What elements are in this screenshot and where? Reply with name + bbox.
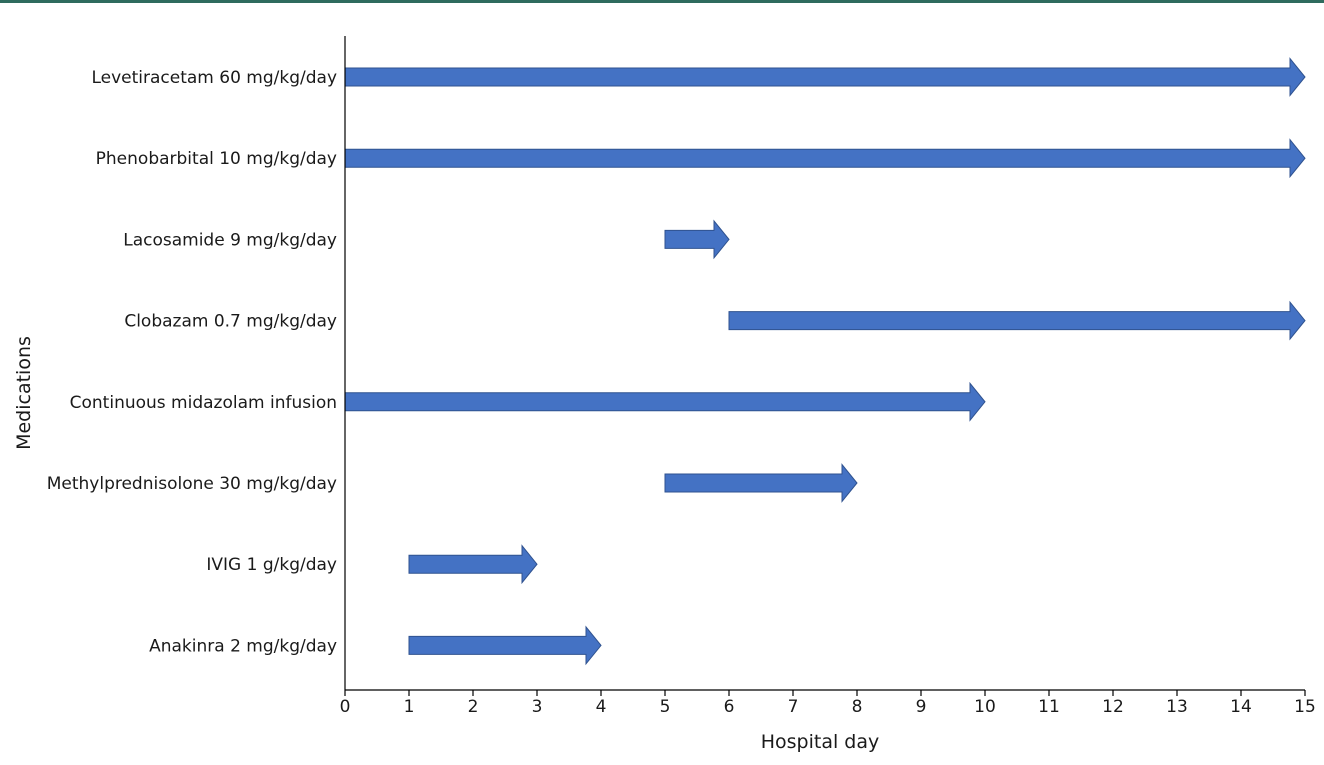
x-tick-label-5: 5 [660, 697, 671, 717]
y-axis-title: Medications [13, 336, 35, 450]
bar-arrow-5 [664, 463, 858, 503]
x-tick-label-11: 11 [1038, 697, 1060, 717]
x-tick-label-2: 2 [468, 697, 479, 717]
bar-arrow-3 [728, 300, 1306, 341]
x-tick-label-4: 4 [596, 697, 607, 717]
category-label-3: Clobazam 0.7 mg/kg/day [124, 312, 337, 332]
bar-arrow-6 [408, 544, 538, 585]
bars-group [344, 57, 1306, 666]
x-tick-label-15: 15 [1294, 697, 1316, 717]
category-label-6: IVIG 1 g/kg/day [206, 555, 337, 575]
x-tick-label-1: 1 [404, 697, 415, 717]
x-tick-label-9: 9 [916, 697, 927, 717]
bar-arrow-4 [344, 381, 986, 422]
x-tick-label-10: 10 [974, 697, 996, 717]
x-tick-label-0: 0 [340, 697, 351, 717]
x-tick-label-3: 3 [532, 697, 543, 717]
x-tick-label-7: 7 [788, 697, 799, 717]
category-label-1: Phenobarbital 10 mg/kg/day [96, 149, 337, 169]
x-ticks: 0 1 2 3 4 5 6 7 8 9 10 11 12 13 14 15 [340, 690, 1316, 717]
category-label-4: Continuous midazolam infusion [70, 393, 337, 413]
x-axis-title: Hospital day [761, 731, 880, 753]
category-label-2: Lacosamide 9 mg/kg/day [123, 230, 337, 250]
top-rule [0, 0, 1324, 3]
category-label-5: Methylprednisolone 30 mg/kg/day [47, 474, 337, 494]
x-tick-label-14: 14 [1230, 697, 1252, 717]
bar-arrow-0 [344, 57, 1306, 97]
bar-arrow-1 [344, 138, 1306, 179]
category-label-7: Anakinra 2 mg/kg/day [149, 636, 337, 656]
category-label-0: Levetiracetam 60 mg/kg/day [91, 68, 337, 88]
bar-arrow-7 [408, 625, 602, 666]
x-tick-label-12: 12 [1102, 697, 1124, 717]
x-tick-label-6: 6 [724, 697, 735, 717]
x-tick-label-8: 8 [852, 697, 863, 717]
x-tick-label-13: 13 [1166, 697, 1188, 717]
bar-arrow-2 [664, 219, 730, 260]
y-category-labels: Levetiracetam 60 mg/kg/day Phenobarbital … [47, 68, 337, 656]
